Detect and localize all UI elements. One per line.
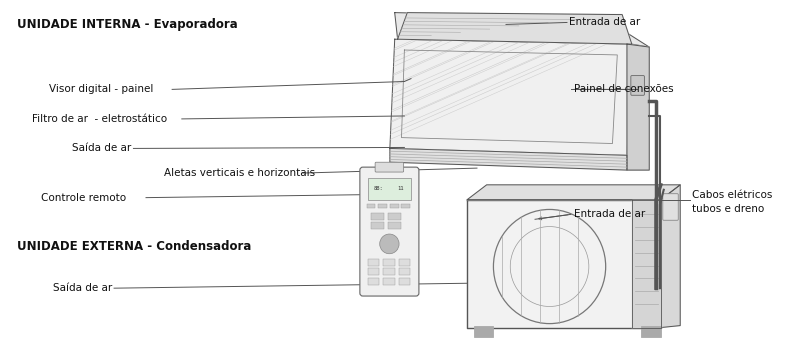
Bar [383,268,395,275]
Bar [367,178,411,200]
Bar [367,268,379,275]
Polygon shape [468,185,680,200]
Text: Aletas verticais e horizontais: Aletas verticais e horizontais [164,168,315,178]
FancyBboxPatch shape [631,76,645,95]
Text: UNIDADE INTERNA - Evaporadora: UNIDADE INTERNA - Evaporadora [17,18,238,31]
FancyBboxPatch shape [360,167,419,296]
Bar [383,278,395,285]
Text: Painel de conexões: Painel de conexões [574,84,673,94]
Text: Cabos elétricos: Cabos elétricos [692,190,772,200]
Polygon shape [395,13,649,47]
Bar [399,268,410,275]
Bar [399,278,410,285]
Bar [474,326,494,337]
Text: Entrada de ar: Entrada de ar [574,209,645,219]
Text: Saída de ar: Saída de ar [73,144,132,153]
Bar [388,222,401,229]
Bar [367,278,379,285]
Polygon shape [390,148,627,170]
Circle shape [380,234,399,254]
Bar [371,222,384,229]
Text: tubos e dreno: tubos e dreno [692,204,764,215]
Text: UNIDADE EXTERNA - Condensadora: UNIDADE EXTERNA - Condensadora [17,240,252,253]
Polygon shape [397,13,632,44]
Bar [371,214,384,220]
Text: Controle remoto: Controle remoto [42,193,126,203]
Polygon shape [468,199,661,328]
Text: 88:: 88: [374,186,384,191]
Bar [399,259,410,266]
Polygon shape [390,39,632,155]
Bar [401,204,410,209]
Bar [367,259,379,266]
Bar [388,214,401,220]
Bar [367,204,375,209]
Text: Entrada de ar: Entrada de ar [569,18,640,27]
Text: 11: 11 [397,186,403,191]
Text: Saída de ar: Saída de ar [53,283,112,293]
FancyBboxPatch shape [375,162,404,172]
Polygon shape [627,44,649,170]
Bar [390,204,399,209]
FancyBboxPatch shape [663,194,679,220]
Text: Visor digital - painel: Visor digital - painel [49,84,153,94]
Bar [641,326,661,337]
Bar [383,259,395,266]
Polygon shape [661,185,680,328]
Text: Filtro de ar  - eletrostático: Filtro de ar - eletrostático [32,114,167,124]
Bar [378,204,387,209]
Polygon shape [632,199,661,328]
